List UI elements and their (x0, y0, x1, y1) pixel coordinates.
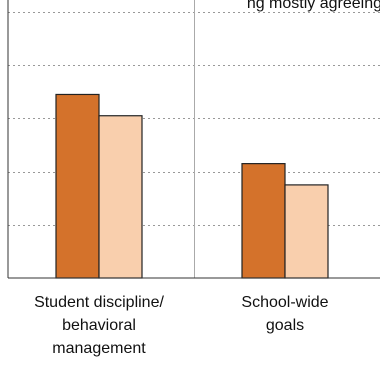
bars (55, 93, 329, 279)
bar-cat1-series2 (98, 115, 143, 279)
category-label-1: Student discipline/behavioral management (34, 294, 164, 357)
chart-title-fragment: ng mostly agreeing (247, 0, 380, 12)
category-labels: Student discipline/behavioral managementS… (34, 294, 329, 357)
category-label-1-line-3: management (52, 340, 146, 357)
category-label-1-line-2: behavioral (62, 317, 136, 334)
bar-cat2-series1 (241, 163, 286, 279)
category-label-2-line-1: School-wide (241, 294, 328, 311)
category-label-2-line-2: goals (266, 317, 304, 334)
bar-cat2-series2 (284, 184, 329, 279)
category-label-1-line-1: Student discipline/ (34, 294, 164, 311)
axes (7, 0, 380, 279)
category-label-2: School-wide goals (241, 294, 328, 334)
bar-cat1-series1 (55, 93, 100, 279)
